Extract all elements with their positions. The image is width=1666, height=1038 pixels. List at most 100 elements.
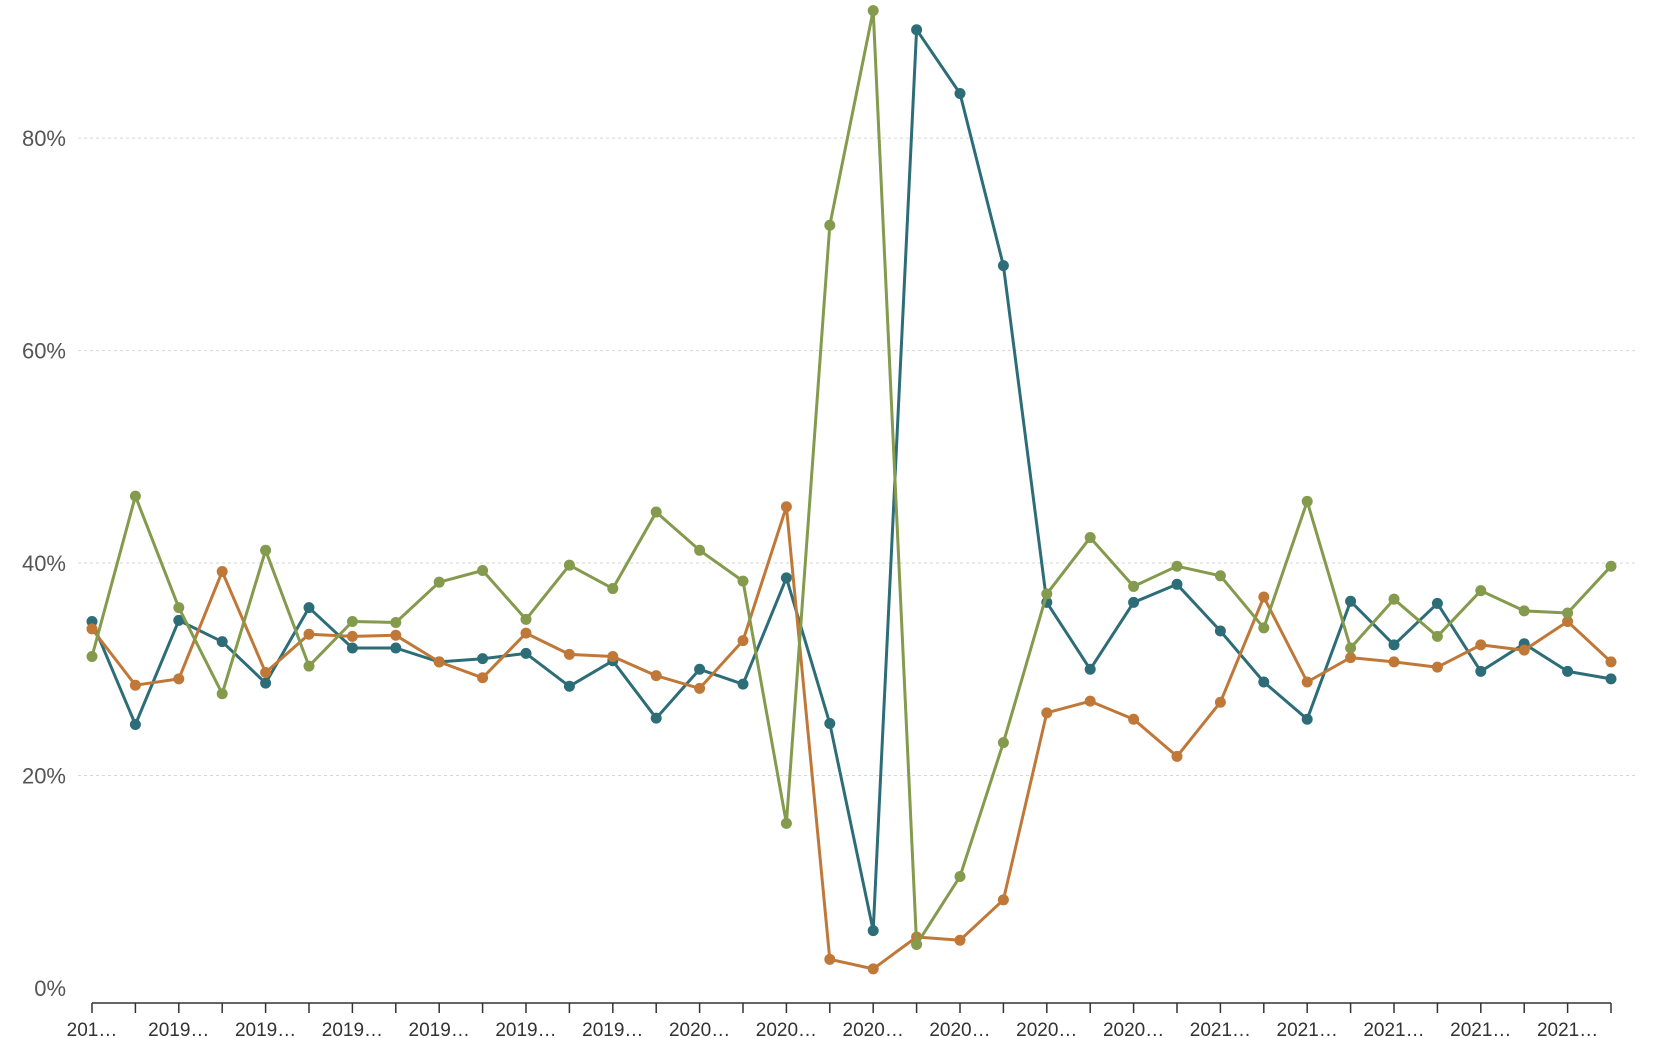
data-point[interactable] <box>1214 570 1226 582</box>
data-point[interactable] <box>954 870 966 882</box>
data-point[interactable] <box>1084 695 1096 707</box>
data-point[interactable] <box>346 642 358 654</box>
data-point[interactable] <box>1431 661 1443 673</box>
data-point[interactable] <box>477 564 489 576</box>
data-point[interactable] <box>433 656 445 668</box>
data-point[interactable] <box>1475 639 1487 651</box>
data-point[interactable] <box>737 635 749 647</box>
data-point[interactable] <box>303 602 315 614</box>
data-point[interactable] <box>563 559 575 571</box>
data-point[interactable] <box>1475 665 1487 677</box>
data-point[interactable] <box>1301 495 1313 507</box>
data-point[interactable] <box>1258 591 1270 603</box>
data-point[interactable] <box>737 575 749 587</box>
data-point[interactable] <box>520 627 532 639</box>
data-point[interactable] <box>1605 560 1617 572</box>
data-point[interactable] <box>563 648 575 660</box>
data-point[interactable] <box>1475 585 1487 597</box>
data-point[interactable] <box>607 583 619 595</box>
data-point[interactable] <box>1128 713 1140 725</box>
data-point[interactable] <box>86 651 98 663</box>
data-point[interactable] <box>260 544 272 556</box>
data-point[interactable] <box>433 576 445 588</box>
data-point[interactable] <box>1562 665 1574 677</box>
data-point[interactable] <box>694 544 706 556</box>
data-point[interactable] <box>1431 630 1443 642</box>
data-point[interactable] <box>1345 595 1357 607</box>
data-point[interactable] <box>390 642 402 654</box>
data-point[interactable] <box>1345 642 1357 654</box>
data-point[interactable] <box>216 636 228 648</box>
data-point[interactable] <box>1518 644 1530 656</box>
data-point[interactable] <box>1605 656 1617 668</box>
data-point[interactable] <box>867 5 879 17</box>
data-point[interactable] <box>954 87 966 99</box>
data-point[interactable] <box>1301 713 1313 725</box>
data-point[interactable] <box>1388 593 1400 605</box>
data-point[interactable] <box>997 894 1009 906</box>
data-point[interactable] <box>1214 696 1226 708</box>
data-point[interactable] <box>954 934 966 946</box>
data-point[interactable] <box>520 647 532 659</box>
data-point[interactable] <box>173 673 185 685</box>
data-point[interactable] <box>997 737 1009 749</box>
data-point[interactable] <box>1041 588 1053 600</box>
data-point[interactable] <box>780 501 792 513</box>
data-point[interactable] <box>1431 597 1443 609</box>
data-point[interactable] <box>477 672 489 684</box>
data-point[interactable] <box>129 679 141 691</box>
data-point[interactable] <box>346 615 358 627</box>
data-point[interactable] <box>216 688 228 700</box>
data-point[interactable] <box>390 629 402 641</box>
data-point[interactable] <box>303 660 315 672</box>
data-point[interactable] <box>694 663 706 675</box>
data-point[interactable] <box>650 712 662 724</box>
data-point[interactable] <box>737 678 749 690</box>
data-point[interactable] <box>1388 656 1400 668</box>
data-point[interactable] <box>607 651 619 663</box>
data-point[interactable] <box>867 963 879 975</box>
data-point[interactable] <box>1084 663 1096 675</box>
data-point[interactable] <box>1562 615 1574 627</box>
data-point[interactable] <box>1171 750 1183 762</box>
data-point[interactable] <box>780 817 792 829</box>
data-point[interactable] <box>650 506 662 518</box>
data-point[interactable] <box>1258 622 1270 634</box>
data-point[interactable] <box>86 623 98 635</box>
data-point[interactable] <box>1084 532 1096 544</box>
data-point[interactable] <box>1214 625 1226 637</box>
data-point[interactable] <box>173 602 185 614</box>
data-point[interactable] <box>1562 607 1574 619</box>
data-point[interactable] <box>346 630 358 642</box>
data-point[interactable] <box>216 566 228 578</box>
data-point[interactable] <box>911 24 923 36</box>
data-point[interactable] <box>997 260 1009 272</box>
data-point[interactable] <box>520 613 532 625</box>
data-point[interactable] <box>1605 673 1617 685</box>
data-point[interactable] <box>260 666 272 678</box>
data-point[interactable] <box>867 925 879 937</box>
data-point[interactable] <box>1128 596 1140 608</box>
data-point[interactable] <box>477 653 489 665</box>
data-point[interactable] <box>1388 639 1400 651</box>
data-point[interactable] <box>824 219 836 231</box>
data-point[interactable] <box>563 680 575 692</box>
data-point[interactable] <box>129 719 141 731</box>
data-point[interactable] <box>911 938 923 950</box>
data-point[interactable] <box>1518 605 1530 617</box>
data-point[interactable] <box>390 617 402 629</box>
data-point[interactable] <box>1345 652 1357 664</box>
data-point[interactable] <box>824 717 836 729</box>
data-point[interactable] <box>780 572 792 584</box>
data-point[interactable] <box>129 490 141 502</box>
data-point[interactable] <box>1301 676 1313 688</box>
data-point[interactable] <box>1041 707 1053 719</box>
data-point[interactable] <box>1258 676 1270 688</box>
data-point[interactable] <box>260 677 272 689</box>
data-point[interactable] <box>1171 560 1183 572</box>
data-point[interactable] <box>1171 578 1183 590</box>
data-point[interactable] <box>650 670 662 682</box>
data-point[interactable] <box>1128 580 1140 592</box>
data-point[interactable] <box>303 628 315 640</box>
data-point[interactable] <box>824 953 836 965</box>
